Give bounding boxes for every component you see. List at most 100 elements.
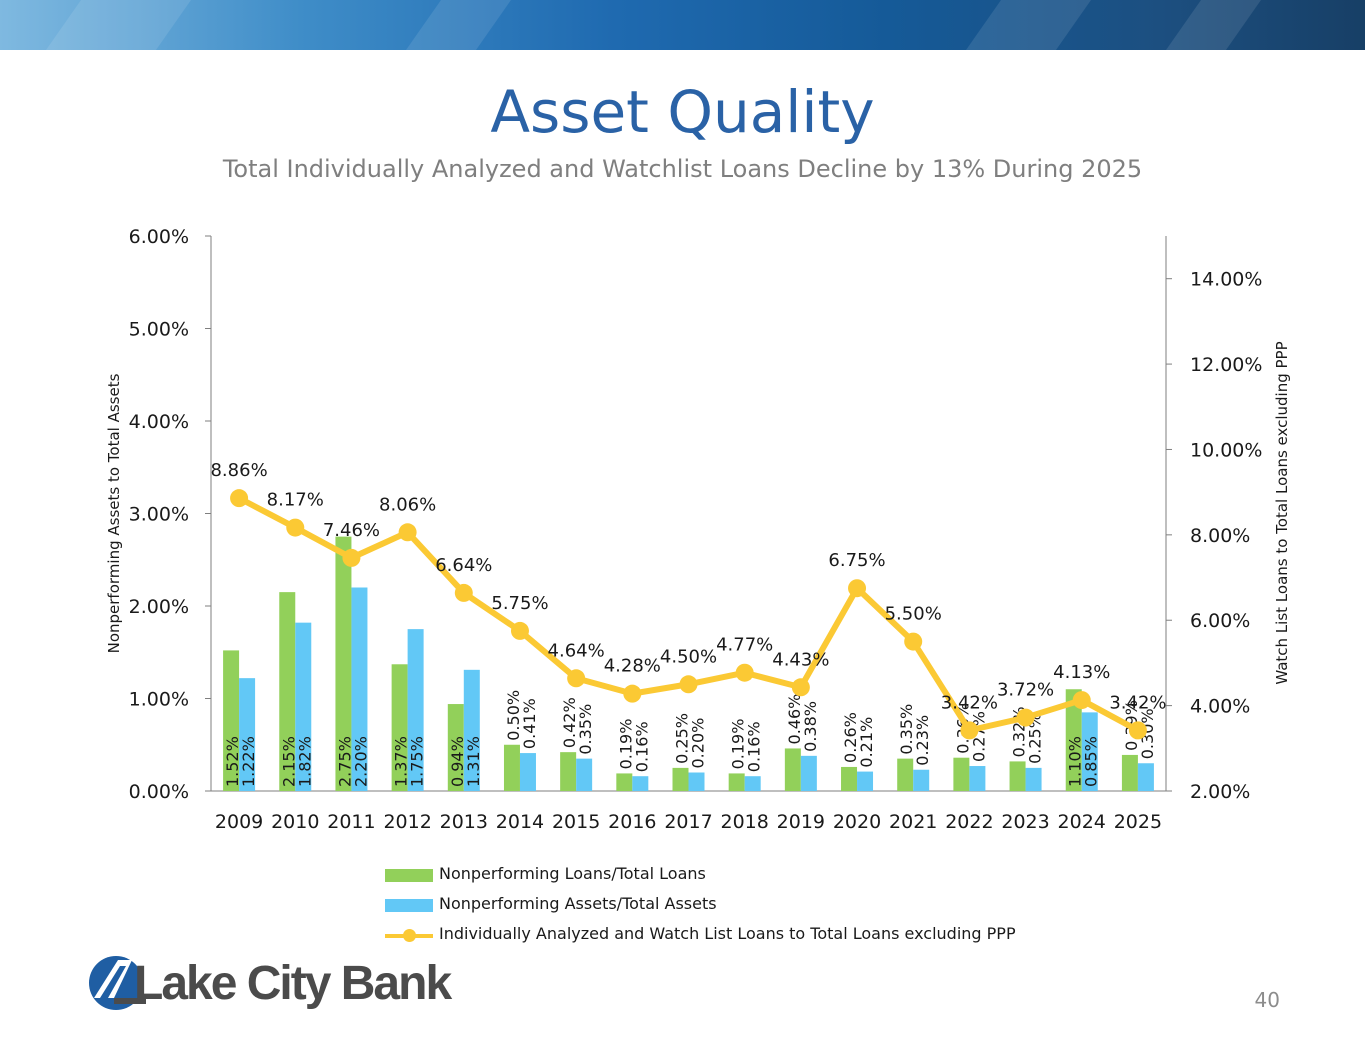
npa-bar — [239, 678, 256, 791]
y-right-tick-label: 14.00% — [1190, 269, 1262, 291]
y-left-tick-label: 3.00% — [129, 504, 189, 526]
watchlist-point — [230, 489, 249, 508]
npa-bar — [463, 669, 480, 791]
watchlist-data-label: 3.42% — [941, 692, 998, 713]
npa-data-label: 0.16% — [632, 721, 651, 772]
y-right-tick-label: 4.00% — [1190, 696, 1250, 718]
lake-city-bank-logo: Lake City Bank — [88, 952, 452, 1016]
npl-bar — [616, 773, 633, 791]
npa-bar — [744, 776, 761, 791]
x-tick-label: 2022 — [945, 811, 993, 833]
npa-bar — [913, 769, 930, 791]
watchlist-point — [1016, 708, 1035, 727]
npa-data-label: 0.16% — [745, 721, 764, 772]
x-tick-label: 2021 — [889, 811, 937, 833]
watchlist-point — [567, 669, 586, 688]
npl-data-label: 0.26% — [841, 712, 860, 763]
watchlist-data-label: 4.64% — [548, 640, 605, 661]
asset-quality-chart: 0.00% 1.00% 2.00% 3.00% 4.00% 5.00% 6.00% 2.00%… — [105, 226, 1291, 833]
npa-data-label: 1.22% — [239, 736, 258, 787]
npl-data-label: 0.25% — [673, 713, 692, 764]
x-tick-label: 2016 — [608, 811, 656, 833]
x-tick-label: 2011 — [327, 811, 375, 833]
x-tick-label: 2012 — [383, 811, 431, 833]
y-right-axis-title: Watch List Loans to Total Loans excludin… — [1273, 341, 1291, 684]
watchlist-point — [1128, 721, 1147, 740]
watchlist-data-label: 4.28% — [604, 656, 661, 677]
x-tick-label: 2013 — [440, 811, 488, 833]
y-right-tick-label: 6.00% — [1190, 610, 1250, 632]
npa-bar — [576, 758, 593, 791]
page-number: 40 — [1254, 988, 1280, 1012]
y-left-tick-label: 2.00% — [129, 596, 189, 618]
y-left-tick-label: 6.00% — [129, 226, 189, 248]
npa-bar — [969, 766, 986, 791]
watchlist-point — [904, 632, 923, 651]
npl-data-label: 2.15% — [279, 736, 298, 787]
watchlist-point — [454, 583, 473, 602]
npa-bar — [519, 753, 536, 791]
watchlist-point — [960, 721, 979, 740]
npa-bar — [688, 772, 705, 791]
slide-title: Asset Quality — [490, 78, 875, 146]
npa-bar — [295, 622, 312, 791]
header-banner — [0, 0, 1365, 50]
npl-bar — [335, 536, 352, 791]
watchlist-data-label: 8.17% — [267, 490, 324, 511]
npl-data-label: 0.35% — [897, 704, 916, 755]
npl-data-label: 1.10% — [1066, 736, 1085, 787]
npl-data-label: 1.37% — [392, 736, 411, 787]
logo-wordmark: Lake City Bank — [134, 957, 452, 1010]
npl-bar — [503, 744, 520, 791]
watchlist-point — [735, 663, 754, 682]
npl-bar — [1009, 761, 1026, 791]
npl-bar — [841, 766, 858, 791]
npa-data-label: 0.38% — [801, 701, 820, 752]
legend-marker-watchlist — [403, 929, 416, 942]
x-tick-label: 2009 — [215, 811, 263, 833]
y-left-tick-label: 0.00% — [129, 781, 189, 803]
watchlist-data-label: 6.64% — [435, 555, 492, 576]
npl-data-label: 2.75% — [335, 736, 354, 787]
npl-bar — [391, 664, 408, 791]
x-tick-label: 2017 — [664, 811, 712, 833]
npa-data-label: 0.30% — [1138, 708, 1157, 759]
legend-label-npl: Nonperforming Loans/Total Loans — [439, 864, 706, 883]
npa-bar — [351, 587, 368, 791]
watchlist-point — [342, 548, 361, 567]
npa-data-label: 0.35% — [576, 704, 595, 755]
y-left-axis-title: Nonperforming Assets to Total Assets — [105, 373, 123, 653]
x-tick-label: 2025 — [1114, 811, 1162, 833]
npa-bar — [407, 629, 424, 791]
npl-bar — [953, 757, 970, 791]
x-tick-label: 2015 — [552, 811, 600, 833]
watchlist-point — [623, 684, 642, 703]
watchlist-data-label: 5.50% — [885, 604, 942, 625]
y-left-tick-label: 4.00% — [129, 411, 189, 433]
npa-data-label: 0.41% — [520, 698, 539, 749]
watchlist-data-label: 8.06% — [379, 494, 436, 515]
npl-data-label: 0.94% — [448, 736, 467, 787]
watchlist-point — [679, 675, 698, 694]
npa-data-label: 0.21% — [857, 717, 876, 768]
watchlist-data-label: 3.72% — [997, 680, 1054, 701]
npl-data-label: 0.50% — [504, 690, 523, 741]
watchlist-data-label: 4.77% — [716, 635, 773, 656]
watchlist-data-label: 4.13% — [1053, 662, 1110, 683]
npa-data-label: 2.20% — [351, 736, 370, 787]
x-tick-label: 2010 — [271, 811, 319, 833]
x-tick-label: 2014 — [496, 811, 544, 833]
y-left-tick-label: 5.00% — [129, 319, 189, 341]
npl-bar — [447, 704, 464, 791]
watchlist-point — [848, 579, 867, 598]
x-tick-label: 2018 — [720, 811, 768, 833]
npa-bar — [1081, 712, 1098, 791]
y-right-tick-label: 10.00% — [1190, 439, 1262, 461]
y-right-tick-label: 8.00% — [1190, 525, 1250, 547]
logo-emblem-icon — [89, 956, 146, 1010]
watchlist-point — [510, 621, 529, 640]
watchlist-data-label: 4.43% — [772, 649, 829, 670]
npa-bar — [857, 771, 874, 791]
watchlist-point — [286, 518, 305, 537]
watchlist-data-label: 4.50% — [660, 646, 717, 667]
